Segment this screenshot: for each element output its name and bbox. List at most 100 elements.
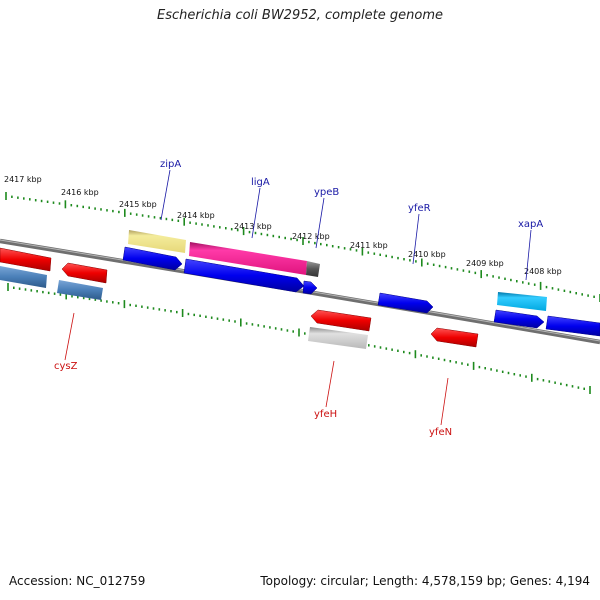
gene-lower-gray[interactable] xyxy=(308,327,368,349)
minor-tick xyxy=(146,306,149,309)
topology-text: Topology: circular; Length: 4,578,159 bp… xyxy=(260,574,590,588)
minor-tick xyxy=(432,356,434,359)
gene-ypeB[interactable] xyxy=(302,280,318,295)
label-leaders xyxy=(64,169,532,426)
minor-tick xyxy=(474,271,477,275)
major-tick xyxy=(531,373,533,382)
gene-label-yfeN[interactable]: yfeN xyxy=(429,427,452,438)
major-tick xyxy=(7,283,9,291)
minor-tick xyxy=(135,213,138,216)
gene-lower-red-1[interactable] xyxy=(0,247,52,272)
minor-tick xyxy=(449,360,452,363)
tick-label: 2416 kbp xyxy=(61,188,99,197)
minor-tick xyxy=(432,263,435,266)
major-tick xyxy=(361,247,364,256)
minor-tick xyxy=(187,312,190,316)
minor-tick xyxy=(527,282,530,285)
minor-tick xyxy=(158,308,161,311)
minor-tick xyxy=(320,242,322,246)
minor-tick xyxy=(278,235,280,239)
leader-xapA xyxy=(525,229,532,281)
gene-xapA[interactable] xyxy=(497,292,547,311)
minor-tick xyxy=(455,361,457,364)
gene-label-cysZ[interactable]: cysZ xyxy=(54,361,78,372)
gene-labels: zipA ligA ypeB yfeR xapA cysZ yfeH yfeN xyxy=(54,159,543,438)
gene-upper-blue-1[interactable] xyxy=(122,246,183,271)
minor-tick xyxy=(519,374,521,377)
gene-cysZ[interactable] xyxy=(61,262,108,284)
minor-tick xyxy=(583,387,585,390)
gene-upper-blue-2[interactable] xyxy=(183,258,305,293)
minor-tick xyxy=(403,350,405,354)
minor-tick xyxy=(177,219,180,222)
major-tick xyxy=(242,227,245,236)
genome-backbone xyxy=(0,238,600,345)
minor-tick xyxy=(403,258,405,261)
minor-tick xyxy=(58,202,61,205)
minor-tick xyxy=(153,216,156,219)
minor-tick xyxy=(100,208,102,211)
major-tick xyxy=(472,361,475,370)
major-tick xyxy=(421,258,423,267)
minor-tick xyxy=(326,243,328,247)
tick-label: 2414 kbp xyxy=(177,211,215,220)
minor-tick xyxy=(420,354,422,357)
minor-tick xyxy=(30,289,33,292)
gene-label-ypeB[interactable]: ypeB xyxy=(314,187,339,198)
major-tick xyxy=(480,270,482,279)
tick-label: 2413 kbp xyxy=(234,222,272,231)
tick-label: 2412 kbp xyxy=(292,232,330,241)
minor-tick xyxy=(478,365,481,369)
gene-upper-blue-4[interactable] xyxy=(545,315,600,337)
minor-tick xyxy=(219,226,221,229)
gene-ligA[interactable] xyxy=(189,242,307,275)
gene-lower-steel-2[interactable] xyxy=(57,280,103,300)
gene-lower-steel-1[interactable] xyxy=(0,266,47,288)
minor-tick xyxy=(292,330,294,333)
leader-ypeB xyxy=(315,197,325,249)
minor-tick xyxy=(280,328,283,331)
minor-tick xyxy=(71,295,73,298)
minor-tick xyxy=(408,351,411,355)
minor-tick xyxy=(165,217,168,221)
minor-tick xyxy=(23,197,25,200)
minor-tick xyxy=(498,276,500,279)
minor-tick xyxy=(379,346,382,349)
minor-tick xyxy=(77,296,79,299)
minor-tick xyxy=(593,295,595,298)
minor-tick xyxy=(444,265,447,269)
gene-upper-blue-3[interactable] xyxy=(493,309,545,329)
minor-tick xyxy=(331,245,334,248)
minor-tick xyxy=(355,249,358,252)
tick-labels: 2417 kbp 2416 kbp 2415 kbp 2414 kbp 2413… xyxy=(4,175,562,276)
tick-label: 2415 kbp xyxy=(119,200,157,209)
gene-yfeH[interactable] xyxy=(310,309,372,332)
gene-label-yfeR[interactable]: yfeR xyxy=(408,203,431,214)
gene-label-xapA[interactable]: xapA xyxy=(518,219,543,230)
gene-label-zipA[interactable]: zipA xyxy=(160,159,181,170)
gene-yfeN[interactable] xyxy=(430,327,479,348)
minor-tick xyxy=(70,204,73,207)
gene-zipA[interactable] xyxy=(128,230,186,253)
minor-tick xyxy=(164,309,166,312)
minor-tick xyxy=(385,347,388,350)
gene-yfeR[interactable] xyxy=(377,292,434,314)
major-tick xyxy=(65,291,67,300)
minor-tick xyxy=(228,319,230,322)
gene-label-ligA[interactable]: ligA xyxy=(251,177,270,188)
reverse-strand-genes xyxy=(0,247,479,349)
minor-tick xyxy=(545,285,548,289)
gene-label-yfeH[interactable]: yfeH xyxy=(314,409,337,420)
gene-ligA-end[interactable] xyxy=(306,261,320,277)
major-tick xyxy=(302,237,304,245)
minor-tick xyxy=(367,251,370,254)
minor-tick xyxy=(47,291,50,295)
minor-tick xyxy=(391,255,393,259)
minor-tick xyxy=(52,201,55,204)
major-tick xyxy=(5,192,7,200)
minor-tick xyxy=(40,199,43,203)
minor-tick xyxy=(234,320,236,323)
major-tick xyxy=(64,200,67,209)
minor-tick xyxy=(112,209,114,213)
